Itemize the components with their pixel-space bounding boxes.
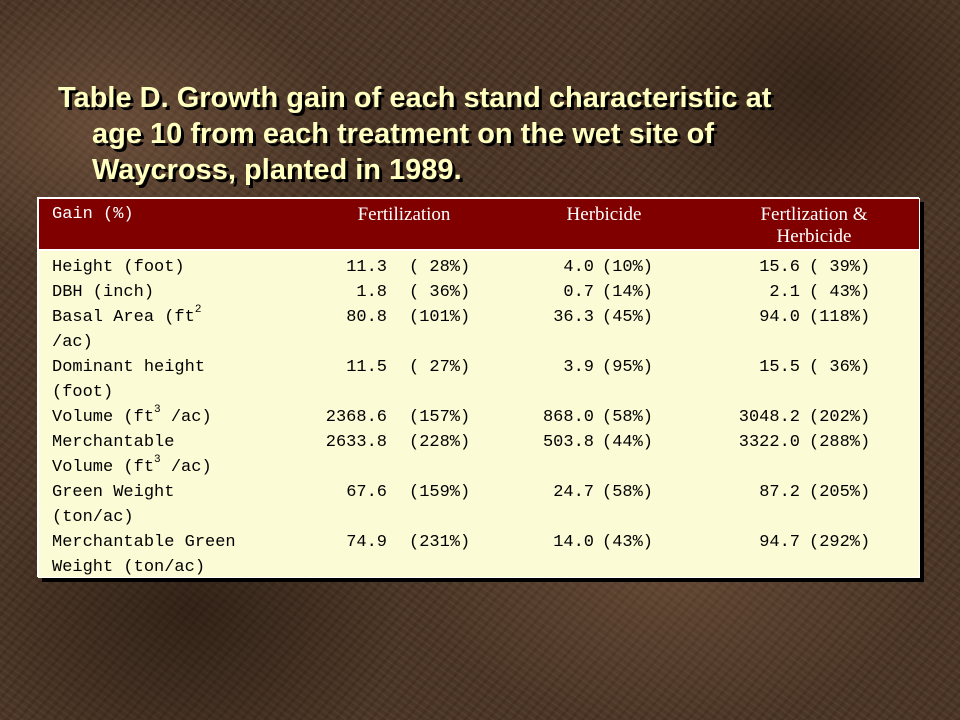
title-line-3: Waycross, planted in 1989. <box>92 154 462 186</box>
row-label: Merchantable Volume (ft3 /ac) <box>52 430 307 480</box>
superscript: 2 <box>194 304 202 317</box>
fert-value: 80.8 <box>346 308 387 327</box>
herb-value: 0.7 <box>563 283 594 302</box>
fert-percent: ( 27%) <box>409 358 471 377</box>
row-label-line: Merchantable <box>52 433 175 452</box>
growth-gain-table: Gain (%) Fertilization Herbicide Fertliz… <box>38 198 920 578</box>
row-label-line: (ton/ac) <box>52 508 134 527</box>
row-label-line: Volume (ft3 /ac) <box>52 405 307 430</box>
row-label-line: Merchantable Green <box>52 533 236 552</box>
herb-percent: (95%) <box>602 358 654 377</box>
both-percent: (288%) <box>809 433 871 452</box>
title-line-2: age 10 from each treatment on the wet si… <box>92 118 715 150</box>
row-label-text: Volume (ft <box>52 458 155 477</box>
row-label-text: /ac) <box>160 458 212 477</box>
row-label-line: /ac) <box>52 333 93 352</box>
row-label: Basal Area (ft2 /ac) <box>52 305 307 355</box>
fert-percent: (157%) <box>409 408 471 427</box>
both-value: 3322.0 <box>738 433 800 452</box>
fert-value: 74.9 <box>346 533 387 552</box>
herb-percent: (10%) <box>602 258 654 277</box>
row-label: Merchantable Green Weight (ton/ac) <box>52 530 307 580</box>
row-label-line: Height (foot) <box>52 258 185 277</box>
both-value: 3048.2 <box>738 408 800 427</box>
row-label-line: Green Weight <box>52 483 175 502</box>
herb-percent: (44%) <box>602 433 654 452</box>
herb-percent: (45%) <box>602 308 654 327</box>
both-value: 15.6 <box>759 258 800 277</box>
row-label-text: Basal Area (ft <box>52 308 195 327</box>
both-percent: (202%) <box>809 408 871 427</box>
herb-value: 14.0 <box>553 533 594 552</box>
fert-percent: (159%) <box>409 483 471 502</box>
fert-percent: (231%) <box>409 533 471 552</box>
fert-percent: ( 36%) <box>409 283 471 302</box>
both-value: 94.0 <box>759 308 800 327</box>
fert-percent: (101%) <box>409 308 471 327</box>
header-fertilization: Fertilization <box>357 204 451 225</box>
row-label-line: Basal Area (ft2 <box>52 305 307 330</box>
row-label-line: Volume (ft3 /ac) <box>52 455 307 480</box>
header-herbicide: Herbicide <box>566 204 642 225</box>
both-percent: (118%) <box>809 308 871 327</box>
fert-value: 2368.6 <box>325 408 387 427</box>
both-value: 87.2 <box>759 483 800 502</box>
table-body: Height (foot) 11.3 ( 28%) 4.0 (10%) 15.6… <box>39 253 919 578</box>
both-value: 15.5 <box>759 358 800 377</box>
row-label-line: Dominant height <box>52 358 206 377</box>
fert-value: 11.5 <box>346 358 387 377</box>
both-percent: ( 43%) <box>809 283 871 302</box>
table-row: Dominant height (foot) 11.5 ( 27%) 3.9 (… <box>39 353 919 403</box>
table-row: Merchantable Green Weight (ton/ac) 74.9 … <box>39 528 919 578</box>
table-row: DBH (inch) 1.8 ( 36%) 0.7 (14%) 2.1 ( 43… <box>39 278 919 303</box>
table-row: Height (foot) 11.3 ( 28%) 4.0 (10%) 15.6… <box>39 253 919 278</box>
table-row: Basal Area (ft2 /ac) 80.8 (101%) 36.3 (4… <box>39 303 919 353</box>
table-row: Merchantable Volume (ft3 /ac) 2633.8 (22… <box>39 428 919 478</box>
slide-title: Table D. Growth gain of each stand chara… <box>58 80 908 188</box>
row-label: Height (foot) <box>52 255 307 280</box>
fert-value: 11.3 <box>346 258 387 277</box>
row-label-line: (foot) <box>52 383 114 402</box>
superscript: 3 <box>154 454 161 467</box>
fert-percent: ( 28%) <box>409 258 471 277</box>
table-row: Green Weight (ton/ac) 67.6 (159%) 24.7 (… <box>39 478 919 528</box>
title-line-1: Table D. Growth gain of each stand chara… <box>58 82 772 114</box>
herb-value: 24.7 <box>553 483 594 502</box>
row-label-text: Volume (ft <box>52 408 155 427</box>
row-label-line: Weight (ton/ac) <box>52 558 206 577</box>
fert-value: 67.6 <box>346 483 387 502</box>
both-value: 94.7 <box>759 533 800 552</box>
row-label-text: /ac) <box>160 408 212 427</box>
header-fert-herbicide: Fertlization & Herbicide <box>719 204 909 248</box>
row-label: Volume (ft3 /ac) <box>52 405 307 430</box>
herb-value: 503.8 <box>542 433 594 452</box>
herb-value: 3.9 <box>563 358 594 377</box>
herb-percent: (43%) <box>602 533 654 552</box>
header-fert-herbicide-line1: Fertlization & <box>760 204 868 225</box>
herb-value: 868.0 <box>542 408 594 427</box>
both-percent: ( 36%) <box>809 358 871 377</box>
row-label: DBH (inch) <box>52 280 307 305</box>
both-percent: ( 39%) <box>809 258 871 277</box>
both-percent: (292%) <box>809 533 871 552</box>
header-fert-herbicide-line2: Herbicide <box>776 226 852 247</box>
herb-percent: (58%) <box>602 408 654 427</box>
row-label: Green Weight (ton/ac) <box>52 480 307 530</box>
both-value: 2.1 <box>769 283 800 302</box>
herb-value: 4.0 <box>563 258 594 277</box>
table-row: Volume (ft3 /ac) 2368.6 (157%) 868.0 (58… <box>39 403 919 428</box>
herb-value: 36.3 <box>553 308 594 327</box>
row-label-line: DBH (inch) <box>52 283 155 302</box>
header-gain: Gain (%) <box>52 205 134 224</box>
herb-percent: (58%) <box>602 483 654 502</box>
fert-percent: (228%) <box>409 433 471 452</box>
table-header: Gain (%) Fertilization Herbicide Fertliz… <box>39 199 919 251</box>
fert-value: 2633.8 <box>325 433 387 452</box>
fert-value: 1.8 <box>356 283 387 302</box>
both-percent: (205%) <box>809 483 871 502</box>
herb-percent: (14%) <box>602 283 654 302</box>
superscript: 3 <box>154 404 161 417</box>
row-label: Dominant height (foot) <box>52 355 307 405</box>
